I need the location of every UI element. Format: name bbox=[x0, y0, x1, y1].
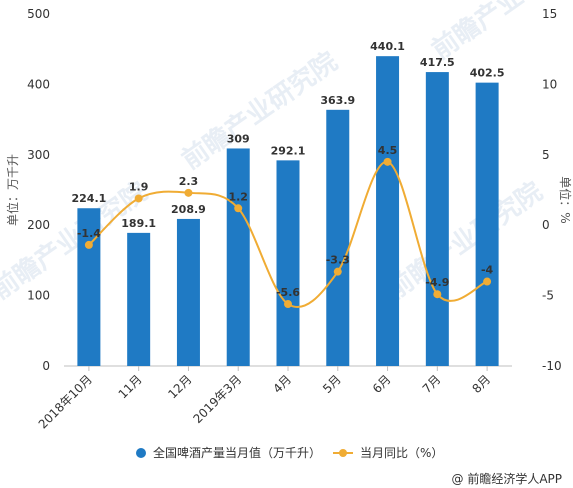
legend-line-marker bbox=[339, 449, 347, 457]
line-point bbox=[184, 188, 193, 197]
line-value-label: -4.9 bbox=[425, 276, 449, 289]
line-value-label: -3.3 bbox=[326, 254, 350, 267]
y-tick-label: 500 bbox=[27, 7, 50, 21]
x-tick-label: 2019年3月 bbox=[190, 372, 244, 426]
y2-tick-label: 15 bbox=[542, 7, 557, 21]
line-point bbox=[284, 300, 292, 309]
bar bbox=[226, 148, 250, 366]
legend-bar-marker bbox=[136, 448, 146, 458]
line-value-label: 4.5 bbox=[378, 144, 398, 157]
line-point bbox=[433, 290, 442, 299]
line-point bbox=[383, 157, 392, 166]
line-series bbox=[84, 157, 492, 309]
line-point bbox=[483, 277, 492, 286]
line-point bbox=[84, 240, 93, 249]
bar-value-label: 208.9 bbox=[171, 203, 206, 216]
x-tick-label: 8月 bbox=[469, 372, 493, 396]
bar bbox=[475, 82, 499, 366]
bar-value-label: 292.1 bbox=[271, 144, 306, 157]
bar bbox=[127, 232, 151, 366]
y-tick-label: 0 bbox=[42, 359, 50, 373]
x-tick-label: 6月 bbox=[370, 372, 394, 396]
x-tick-label: 4月 bbox=[270, 372, 294, 396]
bar-value-label: 189.1 bbox=[121, 217, 156, 230]
bar-value-label: 417.5 bbox=[420, 56, 455, 69]
line-value-label: 1.2 bbox=[228, 190, 248, 203]
line-path bbox=[88, 160, 488, 308]
line-value-label: -4 bbox=[481, 264, 494, 277]
bar bbox=[425, 72, 449, 366]
source-credit: @ 前瞻经济学人APP bbox=[452, 471, 563, 486]
bar bbox=[326, 109, 350, 367]
bar bbox=[176, 218, 200, 366]
watermark-text: 前瞻产业研究院 bbox=[381, 176, 548, 306]
bar-value-label: 224.1 bbox=[71, 192, 106, 205]
line-point bbox=[333, 267, 342, 276]
y-tick-label: 300 bbox=[27, 148, 50, 162]
y2-tick-label: 10 bbox=[542, 77, 557, 91]
bar bbox=[276, 160, 300, 366]
line-point bbox=[134, 194, 143, 203]
y2-tick-label: 5 bbox=[542, 148, 550, 162]
y2-tick-label: -10 bbox=[542, 359, 562, 373]
bar-series bbox=[77, 56, 499, 367]
y-axis-title: 单位：万千升 bbox=[5, 154, 20, 226]
line-point bbox=[234, 204, 243, 213]
x-tick-label: 11月 bbox=[116, 372, 145, 401]
y-tick-label: 100 bbox=[27, 289, 50, 303]
x-tick-label: 5月 bbox=[320, 372, 344, 396]
bar-value-label: 440.1 bbox=[370, 40, 405, 53]
legend-bar-label: 全国啤酒产量当月值（万千升） bbox=[153, 445, 321, 460]
bar-value-label: 402.5 bbox=[470, 67, 505, 80]
bar-value-label: 309 bbox=[227, 132, 250, 145]
x-tick-label: 7月 bbox=[420, 372, 444, 396]
line-value-label: 1.9 bbox=[129, 180, 149, 193]
line-value-label: 2.3 bbox=[179, 175, 199, 188]
x-tick-label: 2018年10月 bbox=[36, 372, 95, 431]
y2-tick-label: -5 bbox=[542, 289, 554, 303]
bar-labels: 224.1 189.1 208.9 309 292.1 363.9 440.1 417.5 40… bbox=[71, 40, 504, 230]
line-value-label: -1.4 bbox=[77, 227, 101, 240]
line-labels: -1.4 1.9 2.3 1.2 -5.6 -3.3 4.5 -4.9 -4 bbox=[77, 144, 494, 299]
x-tick-label: 12月 bbox=[165, 372, 194, 401]
line-value-label: -5.6 bbox=[276, 286, 300, 299]
bar bbox=[77, 208, 101, 366]
y-tick-label: 200 bbox=[27, 218, 50, 232]
y2-tick-label: 0 bbox=[542, 218, 550, 232]
legend-line-label: 当月同比（%） bbox=[360, 446, 443, 460]
y-tick-label: 400 bbox=[27, 77, 50, 91]
y2-axis-title: 单位：% bbox=[558, 176, 573, 223]
watermark-text: 前瞻产业研究院 bbox=[176, 46, 343, 176]
legend: 全国啤酒产量当月值（万千升） 当月同比（%） bbox=[136, 445, 443, 460]
bar bbox=[376, 56, 400, 366]
bar-value-label: 363.9 bbox=[320, 94, 355, 107]
